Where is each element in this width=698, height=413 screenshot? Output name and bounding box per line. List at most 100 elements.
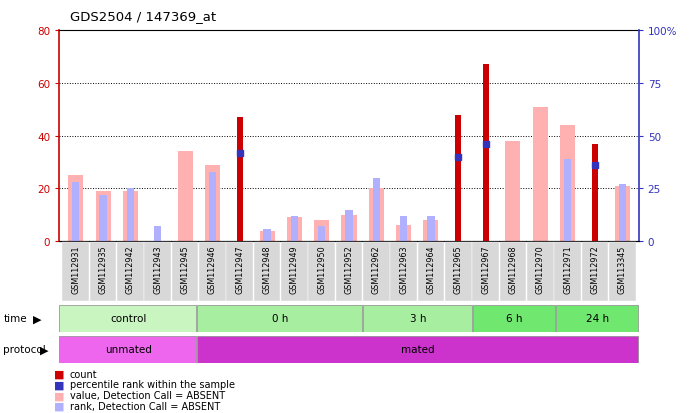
FancyBboxPatch shape: [445, 242, 472, 301]
FancyBboxPatch shape: [199, 242, 225, 301]
FancyBboxPatch shape: [363, 242, 389, 301]
FancyBboxPatch shape: [253, 242, 281, 301]
Text: GSM112970: GSM112970: [536, 244, 545, 293]
Bar: [373, 178, 380, 242]
Text: count: count: [70, 369, 98, 379]
Bar: [533, 107, 548, 242]
FancyBboxPatch shape: [556, 305, 637, 332]
FancyBboxPatch shape: [554, 242, 581, 301]
Bar: [126, 189, 134, 242]
Bar: [505, 142, 521, 242]
FancyBboxPatch shape: [309, 242, 335, 301]
Bar: [68, 176, 83, 242]
FancyBboxPatch shape: [336, 242, 362, 301]
Text: GSM112950: GSM112950: [317, 244, 326, 293]
FancyBboxPatch shape: [226, 242, 253, 301]
Text: GSM112949: GSM112949: [290, 244, 299, 293]
Bar: [455, 115, 461, 242]
Bar: [260, 231, 274, 242]
FancyBboxPatch shape: [473, 242, 499, 301]
Bar: [287, 218, 302, 242]
Text: GSM112965: GSM112965: [454, 244, 463, 293]
Text: ■: ■: [54, 401, 65, 411]
Text: GSM112945: GSM112945: [181, 244, 190, 293]
Text: ■: ■: [54, 380, 65, 389]
FancyBboxPatch shape: [473, 305, 555, 332]
Bar: [318, 227, 325, 242]
Bar: [237, 118, 243, 242]
Text: GSM112971: GSM112971: [563, 244, 572, 293]
Bar: [346, 210, 352, 242]
Bar: [154, 227, 161, 242]
Text: unmated: unmated: [105, 344, 151, 354]
Bar: [99, 195, 107, 242]
Text: GSM112935: GSM112935: [98, 244, 107, 293]
FancyBboxPatch shape: [390, 242, 417, 301]
FancyBboxPatch shape: [172, 242, 198, 301]
FancyBboxPatch shape: [363, 305, 472, 332]
Bar: [290, 216, 298, 242]
Text: mated: mated: [401, 344, 435, 354]
Text: GSM112972: GSM112972: [591, 244, 600, 293]
Bar: [560, 126, 575, 242]
Text: time: time: [3, 313, 27, 323]
Text: GSM112952: GSM112952: [345, 244, 353, 293]
Text: ■: ■: [54, 369, 65, 379]
Text: ■: ■: [54, 390, 65, 400]
Text: ▶: ▶: [40, 344, 48, 354]
Text: 0 h: 0 h: [272, 313, 288, 323]
FancyBboxPatch shape: [59, 336, 196, 363]
Text: GSM112962: GSM112962: [372, 244, 381, 293]
Text: GSM112942: GSM112942: [126, 244, 135, 293]
Text: GSM112946: GSM112946: [208, 244, 217, 293]
Bar: [424, 221, 438, 242]
Text: control: control: [110, 313, 147, 323]
Text: value, Detection Call = ABSENT: value, Detection Call = ABSENT: [70, 390, 225, 400]
Text: GSM112964: GSM112964: [426, 244, 436, 293]
Text: GSM112963: GSM112963: [399, 244, 408, 293]
Text: GSM112948: GSM112948: [262, 244, 272, 293]
Text: GSM112947: GSM112947: [235, 244, 244, 293]
Bar: [618, 185, 626, 242]
FancyBboxPatch shape: [144, 242, 171, 301]
Text: ▶: ▶: [33, 313, 41, 323]
Bar: [564, 159, 572, 242]
Bar: [314, 221, 329, 242]
Bar: [96, 192, 110, 242]
Text: rank, Detection Call = ABSENT: rank, Detection Call = ABSENT: [70, 401, 220, 411]
FancyBboxPatch shape: [527, 242, 554, 301]
Bar: [209, 172, 216, 242]
FancyBboxPatch shape: [417, 242, 445, 301]
Bar: [396, 226, 411, 242]
Bar: [205, 165, 220, 242]
Text: percentile rank within the sample: percentile rank within the sample: [70, 380, 235, 389]
Text: 3 h: 3 h: [410, 313, 426, 323]
Text: protocol: protocol: [3, 344, 46, 354]
Text: GSM112931: GSM112931: [71, 244, 80, 293]
Bar: [341, 215, 357, 242]
Bar: [72, 183, 80, 242]
FancyBboxPatch shape: [198, 336, 637, 363]
Text: GSM112943: GSM112943: [153, 244, 162, 293]
FancyBboxPatch shape: [281, 242, 308, 301]
Text: GSM112967: GSM112967: [481, 244, 490, 293]
Bar: [592, 144, 598, 242]
FancyBboxPatch shape: [59, 305, 196, 332]
Bar: [177, 152, 193, 242]
Text: GDS2504 / 147369_at: GDS2504 / 147369_at: [70, 10, 216, 23]
FancyBboxPatch shape: [117, 242, 144, 301]
Text: GSM113345: GSM113345: [618, 244, 627, 293]
Text: GSM112968: GSM112968: [508, 244, 517, 293]
Bar: [400, 216, 408, 242]
Bar: [482, 65, 489, 242]
FancyBboxPatch shape: [609, 242, 636, 301]
Text: 6 h: 6 h: [506, 313, 523, 323]
Bar: [263, 229, 271, 242]
FancyBboxPatch shape: [581, 242, 609, 301]
Bar: [123, 192, 138, 242]
Bar: [615, 186, 630, 242]
FancyBboxPatch shape: [500, 242, 526, 301]
Text: 24 h: 24 h: [586, 313, 609, 323]
FancyBboxPatch shape: [89, 242, 117, 301]
Bar: [369, 189, 384, 242]
